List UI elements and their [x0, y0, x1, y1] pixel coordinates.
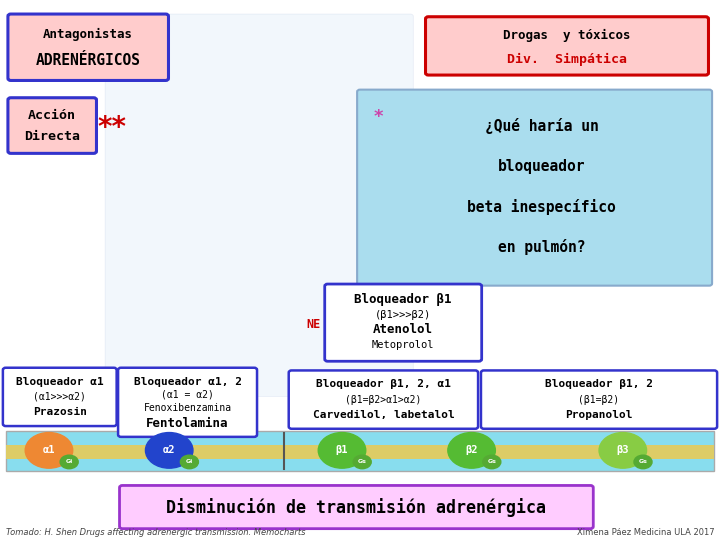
- FancyBboxPatch shape: [6, 431, 714, 471]
- Circle shape: [60, 455, 78, 469]
- Text: (β1>>>β2): (β1>>>β2): [375, 309, 431, 320]
- Text: NE: NE: [306, 318, 320, 330]
- Text: Disminución de transmisión adrenérgica: Disminución de transmisión adrenérgica: [166, 497, 546, 517]
- Text: Bloqueador β1, 2, α1: Bloqueador β1, 2, α1: [316, 380, 451, 389]
- Text: α2: α2: [163, 446, 176, 455]
- Circle shape: [599, 433, 647, 468]
- Circle shape: [448, 433, 495, 468]
- Text: Atenolol: Atenolol: [373, 323, 433, 336]
- Text: Tomado: H. Shen Drugs affecting adrenergic transmission. Memocharts: Tomado: H. Shen Drugs affecting adrenerg…: [6, 528, 305, 537]
- Text: Antagonistas: Antagonistas: [43, 28, 133, 42]
- Text: Bloqueador α1: Bloqueador α1: [16, 377, 104, 387]
- FancyBboxPatch shape: [426, 17, 708, 75]
- Text: ADRENÉRGICOS: ADRENÉRGICOS: [36, 53, 140, 69]
- FancyBboxPatch shape: [357, 90, 712, 286]
- Circle shape: [354, 455, 372, 469]
- Text: Ximena Páez Medicina ULA 2017: Ximena Páez Medicina ULA 2017: [577, 528, 714, 537]
- Text: Gs: Gs: [358, 460, 366, 464]
- Circle shape: [634, 455, 652, 469]
- Text: (β1=β2): (β1=β2): [578, 395, 620, 404]
- Text: Drogas  y tóxicos: Drogas y tóxicos: [503, 29, 631, 42]
- FancyBboxPatch shape: [3, 368, 117, 426]
- FancyBboxPatch shape: [118, 368, 257, 437]
- Text: Bloqueador β1: Bloqueador β1: [354, 293, 452, 306]
- Text: (α1>>>α2): (α1>>>α2): [33, 392, 86, 402]
- Text: Gs: Gs: [639, 460, 647, 464]
- Text: Fentolamina: Fentolamina: [146, 416, 229, 429]
- Bar: [6, 445, 714, 459]
- FancyBboxPatch shape: [325, 284, 482, 361]
- Circle shape: [181, 455, 199, 469]
- Text: en pulmón?: en pulmón?: [498, 239, 585, 255]
- Text: Metoprolol: Metoprolol: [372, 340, 434, 350]
- Text: Gi: Gi: [186, 460, 193, 464]
- Circle shape: [483, 455, 501, 469]
- Text: Propanolol: Propanolol: [565, 410, 633, 420]
- Text: Prazosin: Prazosin: [32, 407, 86, 417]
- Text: β1: β1: [336, 446, 348, 455]
- Text: Acción: Acción: [28, 109, 76, 122]
- Text: beta inespecífico: beta inespecífico: [467, 199, 616, 215]
- Circle shape: [25, 433, 73, 468]
- FancyBboxPatch shape: [105, 14, 413, 396]
- Text: (β1=β2>α1>α2): (β1=β2>α1>α2): [345, 395, 422, 404]
- FancyBboxPatch shape: [289, 370, 478, 429]
- Text: bloqueador: bloqueador: [498, 159, 585, 174]
- Text: *: *: [373, 107, 383, 126]
- Text: Bloqueador α1, 2: Bloqueador α1, 2: [134, 376, 242, 387]
- Text: α1: α1: [42, 446, 55, 455]
- Text: (α1 = α2): (α1 = α2): [161, 389, 214, 400]
- Text: Bloqueador β1, 2: Bloqueador β1, 2: [545, 380, 653, 389]
- FancyBboxPatch shape: [120, 485, 593, 529]
- FancyBboxPatch shape: [481, 370, 717, 429]
- Text: Directa: Directa: [24, 130, 80, 143]
- Text: Div.  Simpática: Div. Simpática: [507, 53, 627, 66]
- Text: β2: β2: [465, 446, 478, 455]
- Circle shape: [318, 433, 366, 468]
- FancyBboxPatch shape: [8, 14, 168, 80]
- Text: **: **: [97, 114, 126, 142]
- Text: Fenoxibenzamina: Fenoxibenzamina: [143, 403, 232, 413]
- Text: ¿Qué haría un: ¿Qué haría un: [485, 118, 598, 134]
- Text: Gi: Gi: [66, 460, 73, 464]
- FancyBboxPatch shape: [8, 98, 96, 153]
- Text: β3: β3: [616, 446, 629, 455]
- Text: Carvedilol, labetalol: Carvedilol, labetalol: [312, 410, 454, 420]
- Text: Gs: Gs: [487, 460, 496, 464]
- Circle shape: [145, 433, 193, 468]
